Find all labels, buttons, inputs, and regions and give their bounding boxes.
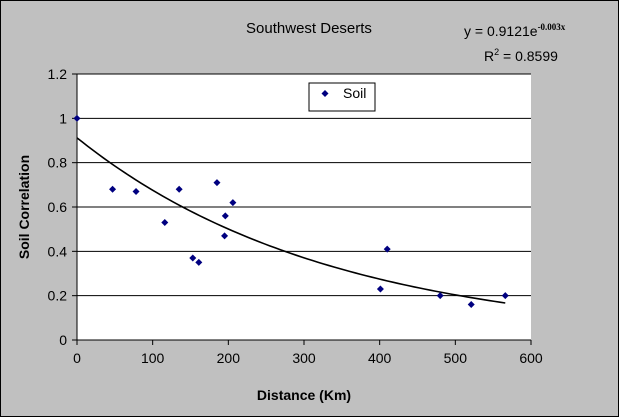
data-points (73, 114, 509, 309)
data-point-0-8 (221, 232, 229, 240)
data-point-0-6 (195, 258, 203, 266)
data-point-0-5 (189, 254, 197, 262)
data-point-0-3 (161, 219, 169, 227)
x-tick-label-3: 300 (292, 350, 316, 366)
y-tick-label-4: 0.8 (48, 155, 68, 171)
data-point-0-11 (376, 285, 384, 293)
y-axis-ticks: 0 0.2 0.4 0.6 0.8 1 1.2 (48, 66, 77, 348)
data-point-0-1 (109, 185, 117, 193)
y-tick-label-1: 0.2 (48, 288, 68, 304)
x-axis-ticks: 0 100 200 300 400 500 600 (73, 340, 543, 366)
y-tick-label-5: 1 (59, 110, 67, 126)
trendline-r-squared: R2 = 0.8599 (484, 47, 558, 64)
x-axis-label: Distance (Km) (257, 387, 351, 403)
trendline-equation-exponent: -0.003x (538, 22, 566, 32)
legend-box (308, 82, 376, 112)
gridlines (77, 73, 531, 297)
data-point-0-10 (229, 199, 237, 207)
x-tick-label-6: 600 (519, 350, 543, 366)
data-point-0-4 (175, 185, 183, 193)
data-point-0-7 (213, 179, 221, 187)
r-squared-exponent: 2 (494, 47, 499, 57)
data-point-0-2 (132, 187, 140, 195)
chart-title: Southwest Deserts (246, 20, 372, 37)
x-tick-label-4: 400 (368, 350, 392, 366)
y-tick-label-2: 0.4 (48, 243, 68, 259)
data-point-0-13 (436, 292, 444, 300)
trendline-curve (76, 137, 506, 304)
y-tick-label-0: 0 (59, 332, 67, 348)
y-tick-label-6: 1.2 (48, 66, 68, 82)
data-point-0-14 (467, 301, 475, 309)
legend-marker-diamond-icon (321, 90, 329, 97)
y-tick-label-3: 0.6 (48, 199, 68, 215)
x-tick-label-0: 0 (73, 350, 81, 366)
data-point-0-12 (383, 245, 391, 253)
data-point-0-15 (501, 292, 509, 300)
x-tick-label-2: 200 (217, 350, 241, 366)
trendline-equation: y = 0.9121e-0.003x (464, 22, 566, 39)
trendline-equation-base: y = 0.9121e (464, 23, 538, 39)
r-squared-value: = 0.8599 (499, 48, 558, 64)
x-tick-label-1: 100 (141, 350, 165, 366)
x-tick-label-5: 500 (444, 350, 468, 366)
trendline (76, 137, 506, 304)
data-point-0-0 (73, 114, 81, 122)
legend: Soil (308, 82, 376, 112)
y-axis-label: Soil Correlation (16, 155, 32, 259)
r-squared-base: R (484, 48, 494, 64)
data-point-0-9 (221, 212, 229, 220)
legend-label-soil: Soil (343, 85, 366, 101)
